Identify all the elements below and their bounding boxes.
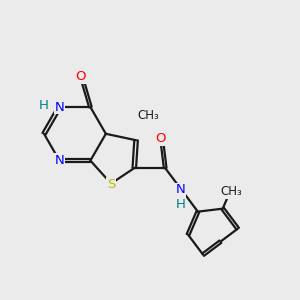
Text: CH₃: CH₃ [220, 185, 242, 198]
Text: CH₃: CH₃ [137, 109, 159, 122]
Text: H: H [39, 99, 49, 112]
Text: N: N [176, 183, 185, 196]
Text: N: N [55, 100, 64, 113]
Text: O: O [75, 70, 86, 83]
Text: N: N [55, 154, 64, 167]
Text: H: H [176, 198, 185, 211]
Text: O: O [155, 132, 166, 145]
Text: S: S [107, 178, 115, 190]
